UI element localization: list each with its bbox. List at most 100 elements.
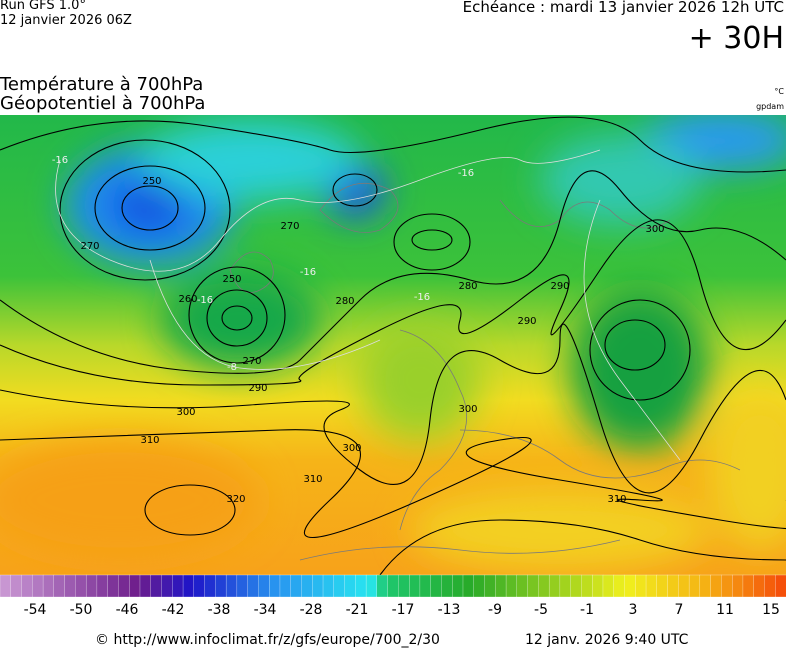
contour-label: 260 (178, 294, 197, 305)
colorbar-swatch (473, 574, 485, 598)
colorbar-swatch (333, 574, 345, 598)
colorbar-label: -38 (208, 602, 231, 618)
temperature-contours (55, 149, 681, 461)
colorbar-label: -13 (438, 602, 461, 618)
colorbar-swatch (602, 574, 615, 598)
colorbar-swatch (161, 574, 173, 598)
colorbar-swatch (53, 574, 66, 598)
colorbar-label: -46 (116, 602, 139, 618)
contour-label: 290 (517, 316, 536, 327)
colorbar-swatch (505, 574, 518, 598)
title-temperature: Température à 700hPa (0, 74, 203, 95)
colorbar-swatch (699, 574, 712, 598)
colorbar-swatch (548, 574, 561, 598)
colorbar-swatch (269, 574, 281, 598)
colorbar-swatch (247, 574, 259, 598)
run-date: 12 janvier 2026 06Z (0, 13, 132, 28)
contour-label: 320 (226, 494, 245, 505)
colorbar-swatch (742, 574, 755, 598)
colorbar-swatch (732, 574, 744, 598)
colorbar-swatch (225, 574, 238, 598)
colorbar-swatch (710, 574, 722, 598)
colorbar-swatch (419, 574, 432, 598)
valid-time: Echéance : mardi 13 janvier 2026 12h UTC (463, 0, 784, 16)
title-geopotential: Géopotentiel à 700hPa (0, 93, 205, 114)
colorbar: -54 -50 -46 -42 -38 -34 -28 -21 -17 -13 -9 -5 -1 3 7 11… (0, 574, 786, 618)
colorbar-swatch (32, 574, 44, 598)
colorbar-swatch (753, 574, 765, 598)
contour-label: 270 (242, 356, 261, 367)
colorbar-swatch (645, 574, 658, 598)
temperature-label: -16 (300, 267, 316, 278)
colorbar-swatch (150, 574, 162, 598)
colorbar-label: -54 (24, 602, 47, 618)
geopotential-contours (0, 116, 786, 575)
colorbar-label: -1 (580, 602, 594, 618)
contour-label: 250 (222, 274, 241, 285)
contour-label: 310 (303, 474, 322, 485)
colorbar-swatch (75, 574, 87, 598)
colorbar-swatch (279, 574, 292, 598)
colorbar-label: 15 (762, 602, 780, 618)
colorbar-swatch (538, 574, 550, 598)
coastlines (229, 183, 741, 561)
colorbar-label: -34 (254, 602, 277, 618)
temperature-label: -16 (458, 168, 474, 179)
colorbar-swatch (301, 574, 313, 598)
colorbar-swatch (462, 574, 475, 598)
colorbar-swatch (678, 574, 690, 598)
colorbar-swatch (182, 574, 195, 598)
colorbar-swatch (452, 574, 464, 598)
colorbar-label: -28 (300, 602, 323, 618)
colorbar-swatch (387, 574, 399, 598)
colorbar-label: -17 (392, 602, 415, 618)
colorbar-swatch (516, 574, 529, 598)
colorbar-label: 11 (716, 602, 734, 618)
colorbar-swatch (721, 574, 733, 598)
colorbar-swatch (0, 574, 12, 598)
colorbar-swatch (21, 574, 33, 598)
colorbar-swatch (312, 574, 324, 598)
contour-label: 250 (142, 176, 161, 187)
colorbar-label: 3 (629, 602, 638, 618)
contour-label: 290 (550, 281, 569, 292)
unit-temperature: °C (774, 87, 784, 96)
colorbar-swatch (624, 574, 636, 598)
colorbar-swatch (64, 574, 76, 598)
colorbar-swatch (236, 574, 249, 598)
colorbar-swatch (258, 574, 270, 598)
unit-geopotential: gpdam (756, 102, 784, 111)
temperature-label: -8 (227, 362, 237, 373)
colorbar-label: -42 (162, 602, 185, 618)
contour-label: 310 (607, 494, 626, 505)
temperature-label: -16 (414, 292, 430, 303)
contour-label: 280 (335, 296, 354, 307)
contour-label: 300 (458, 404, 477, 415)
map (0, 115, 786, 575)
colorbar-swatch (635, 574, 647, 598)
colorbar-swatch (484, 574, 496, 598)
colorbar-swatch (688, 574, 701, 598)
colorbar-swatch (85, 574, 98, 598)
colorbar-swatch (441, 574, 453, 598)
contour-label: 280 (458, 281, 477, 292)
contour-label: 300 (645, 224, 664, 235)
colorbar-swatch (215, 574, 227, 598)
colorbar-swatch (204, 574, 216, 598)
contour-label: 290 (248, 383, 267, 394)
temperature-label: -16 (197, 295, 213, 306)
generated-time: 12 janv. 2026 9:40 UTC (525, 632, 689, 648)
colorbar-swatch (559, 574, 572, 598)
colorbar-swatch (764, 574, 776, 598)
colorbar-swatch (42, 574, 55, 598)
source-url: © http://www.infoclimat.fr/z/gfs/europe/… (95, 632, 440, 648)
contour-label: 300 (342, 443, 361, 454)
colorbar-label: -9 (488, 602, 502, 618)
map-labels: 250 250 260 270 270 270 280 280 290 290 290 300 300 3… (52, 155, 665, 505)
colorbar-swatch (355, 574, 367, 598)
colorbar-swatch (139, 574, 152, 598)
colorbar-swatch (344, 574, 356, 598)
colorbar-swatch (667, 574, 679, 598)
colorbar-swatch (656, 574, 669, 598)
